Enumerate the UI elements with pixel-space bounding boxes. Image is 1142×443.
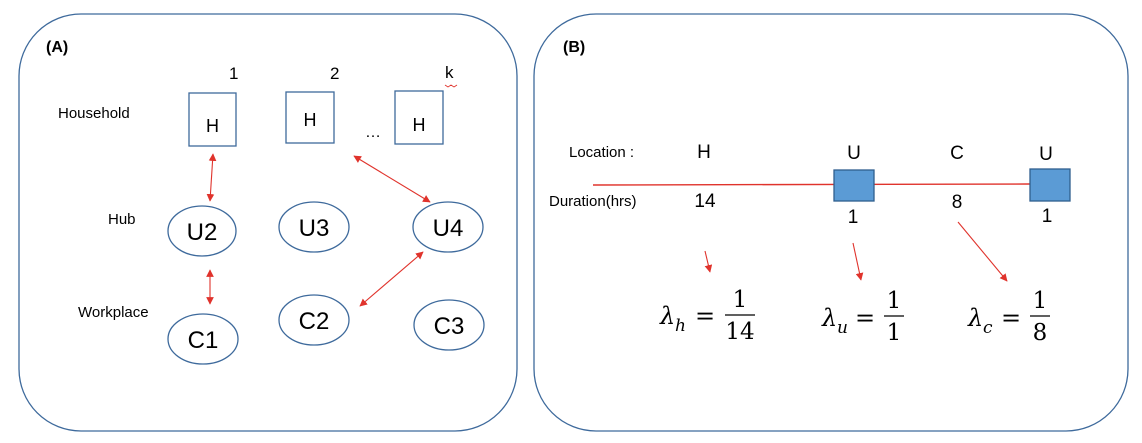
- arrow-u4-c2: [359, 251, 424, 307]
- arrow-to-lambda-u: [852, 242, 864, 281]
- duration-14: 14: [694, 191, 716, 212]
- hub-block-2: [1029, 168, 1071, 202]
- household-index-2: 2: [330, 64, 339, 83]
- lambda-u-numerator: 1: [887, 288, 902, 314]
- location-c: C: [950, 143, 964, 164]
- household-index-k: k: [445, 63, 454, 82]
- lambda-c-equals: =: [1001, 304, 1021, 332]
- household-label-k: H: [413, 115, 426, 135]
- household-label-2: H: [304, 110, 317, 130]
- location-u-2: U: [1039, 144, 1053, 165]
- household-box-k: [394, 90, 444, 145]
- lambda-c-numerator: 1: [1033, 288, 1048, 314]
- household-box-2: [285, 91, 335, 144]
- panel-a-label: (A): [46, 39, 68, 56]
- location-h: H: [697, 142, 711, 163]
- lambda-u-equals: =: [855, 304, 875, 332]
- hub-label-u3: U3: [299, 215, 330, 242]
- duration-1-b: 1: [1042, 206, 1053, 227]
- lambda-h-equals: =: [695, 302, 715, 330]
- formula-lambda-c: λ c = 1 8: [967, 288, 1050, 346]
- lambda-u-subscript: u: [837, 318, 848, 338]
- lambda-h-subscript: h: [675, 316, 686, 336]
- lambda-h-symbol: λ: [659, 302, 675, 330]
- workplace-label-c1: C1: [188, 327, 219, 354]
- lambda-c-symbol: λ: [967, 304, 983, 332]
- panel-a: (A) Household Hub Workplace 1 2 k H H … …: [18, 13, 518, 432]
- panel-b: (B) Location : Duration(hrs) H U C U 14 …: [533, 13, 1129, 432]
- panel-b-label: (B): [563, 39, 585, 56]
- lambda-u-denominator: 1: [887, 320, 902, 346]
- location-label: Location :: [569, 144, 634, 161]
- workplace-label-c2: C2: [299, 308, 330, 335]
- lambda-h-numerator: 1: [733, 287, 748, 313]
- duration-label: Duration(hrs): [549, 193, 637, 210]
- hub-label-u2: U2: [187, 219, 218, 246]
- hub-ellipse-u3: [278, 201, 350, 253]
- location-u-1: U: [847, 143, 861, 164]
- household-box-1: [188, 92, 237, 147]
- workplace-ellipse-c3: [413, 299, 485, 351]
- lambda-u-symbol: λ: [821, 304, 837, 332]
- hub-ellipse-u4: [412, 201, 484, 253]
- duration-1-a: 1: [848, 207, 859, 228]
- arrow-to-lambda-c: [957, 221, 1008, 282]
- household-label-1: H: [206, 116, 219, 136]
- lambda-c-denominator: 8: [1033, 320, 1048, 346]
- formula-lambda-u: λ u = 1 1: [821, 288, 904, 346]
- panel-a-frame: [18, 13, 518, 432]
- household-row-label: Household: [58, 105, 130, 122]
- lambda-h-denominator: 14: [725, 319, 754, 345]
- household-index-1: 1: [229, 64, 238, 83]
- workplace-label-c3: C3: [434, 313, 465, 340]
- spellcheck-underline: [444, 84, 458, 88]
- timeline-line: [592, 183, 1031, 186]
- lambda-c-subscript: c: [983, 318, 993, 338]
- household-ellipsis: …: [365, 124, 381, 141]
- hub-label-u4: U4: [433, 215, 464, 242]
- hub-row-label: Hub: [108, 211, 136, 228]
- workplace-ellipse-c2: [278, 294, 350, 346]
- workplace-row-label: Workplace: [78, 304, 149, 321]
- duration-8: 8: [952, 192, 963, 213]
- hub-block-1: [833, 169, 875, 202]
- panel-b-frame: [533, 13, 1129, 432]
- hub-ellipse-u2: [167, 205, 237, 257]
- formula-lambda-h: λ h = 1 14: [659, 287, 755, 345]
- arrow-hk-u4: [353, 155, 431, 203]
- workplace-ellipse-c1: [167, 313, 239, 365]
- arrow-to-lambda-h: [704, 250, 713, 273]
- arrow-h1-u2: [206, 153, 217, 202]
